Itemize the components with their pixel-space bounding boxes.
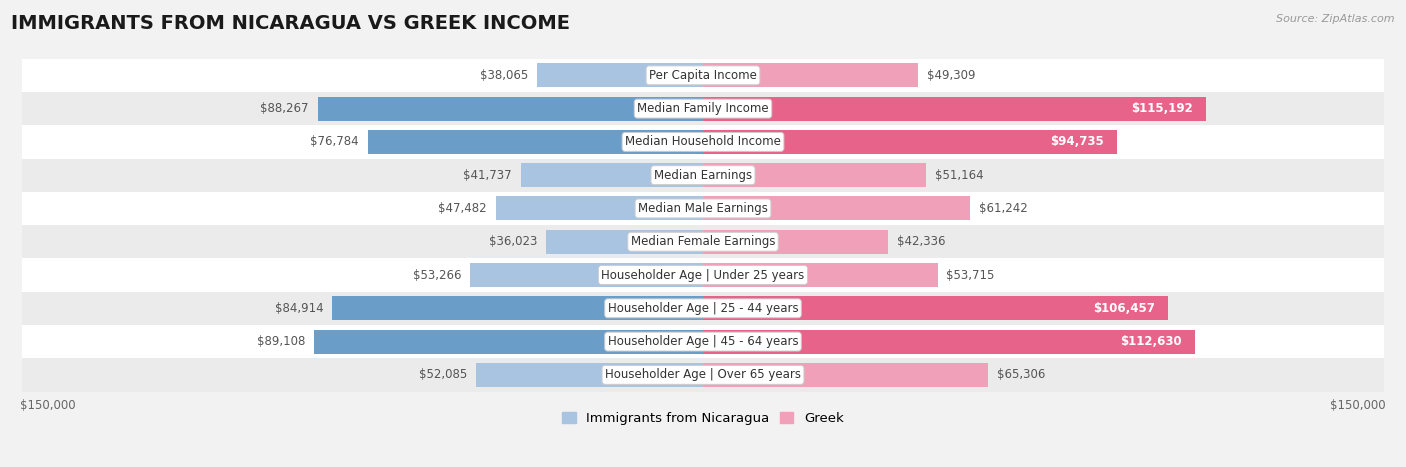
Text: $65,306: $65,306 [997,368,1045,382]
Text: IMMIGRANTS FROM NICARAGUA VS GREEK INCOME: IMMIGRANTS FROM NICARAGUA VS GREEK INCOM… [11,14,571,33]
FancyBboxPatch shape [22,59,1384,92]
Bar [496,197,703,220]
FancyBboxPatch shape [22,225,1384,258]
Bar [703,263,938,287]
Legend: Immigrants from Nicaragua, Greek: Immigrants from Nicaragua, Greek [557,407,849,430]
Text: $84,914: $84,914 [276,302,323,315]
Bar [703,130,1116,154]
Text: Householder Age | Over 65 years: Householder Age | Over 65 years [605,368,801,382]
Bar [332,297,703,320]
Bar [546,230,703,254]
Bar [703,297,1168,320]
Bar [537,64,703,87]
Text: Median Female Earnings: Median Female Earnings [631,235,775,248]
Bar [703,163,927,187]
Text: Median Male Earnings: Median Male Earnings [638,202,768,215]
Bar [703,197,970,220]
FancyBboxPatch shape [22,292,1384,325]
Text: $53,266: $53,266 [413,269,461,282]
Text: $88,267: $88,267 [260,102,309,115]
Text: Median Earnings: Median Earnings [654,169,752,182]
Text: $106,457: $106,457 [1092,302,1154,315]
Text: $41,737: $41,737 [464,169,512,182]
Text: $49,309: $49,309 [927,69,976,82]
Text: $51,164: $51,164 [935,169,984,182]
FancyBboxPatch shape [22,358,1384,391]
Text: $61,242: $61,242 [979,202,1028,215]
Bar [318,97,703,120]
Bar [471,263,703,287]
FancyBboxPatch shape [22,258,1384,292]
Text: Householder Age | Under 25 years: Householder Age | Under 25 years [602,269,804,282]
Text: $115,192: $115,192 [1130,102,1192,115]
Text: $47,482: $47,482 [439,202,486,215]
FancyBboxPatch shape [22,192,1384,225]
Text: $89,108: $89,108 [257,335,305,348]
Text: $42,336: $42,336 [897,235,945,248]
Text: $76,784: $76,784 [311,135,359,149]
Text: $52,085: $52,085 [419,368,467,382]
FancyBboxPatch shape [22,125,1384,158]
Text: $53,715: $53,715 [946,269,994,282]
Bar [314,330,703,354]
Bar [475,363,703,387]
Bar [703,330,1195,354]
Text: Median Household Income: Median Household Income [626,135,780,149]
Text: $112,630: $112,630 [1121,335,1181,348]
Text: Householder Age | 45 - 64 years: Householder Age | 45 - 64 years [607,335,799,348]
FancyBboxPatch shape [22,158,1384,192]
Bar [703,64,918,87]
Bar [368,130,703,154]
Bar [703,97,1206,120]
Text: $36,023: $36,023 [489,235,537,248]
FancyBboxPatch shape [22,92,1384,125]
Text: Householder Age | 25 - 44 years: Householder Age | 25 - 44 years [607,302,799,315]
Bar [703,230,887,254]
Text: Median Family Income: Median Family Income [637,102,769,115]
FancyBboxPatch shape [22,325,1384,358]
Text: Source: ZipAtlas.com: Source: ZipAtlas.com [1277,14,1395,24]
Bar [520,163,703,187]
Text: $94,735: $94,735 [1050,135,1104,149]
Bar [703,363,988,387]
Text: Per Capita Income: Per Capita Income [650,69,756,82]
Text: $38,065: $38,065 [479,69,529,82]
